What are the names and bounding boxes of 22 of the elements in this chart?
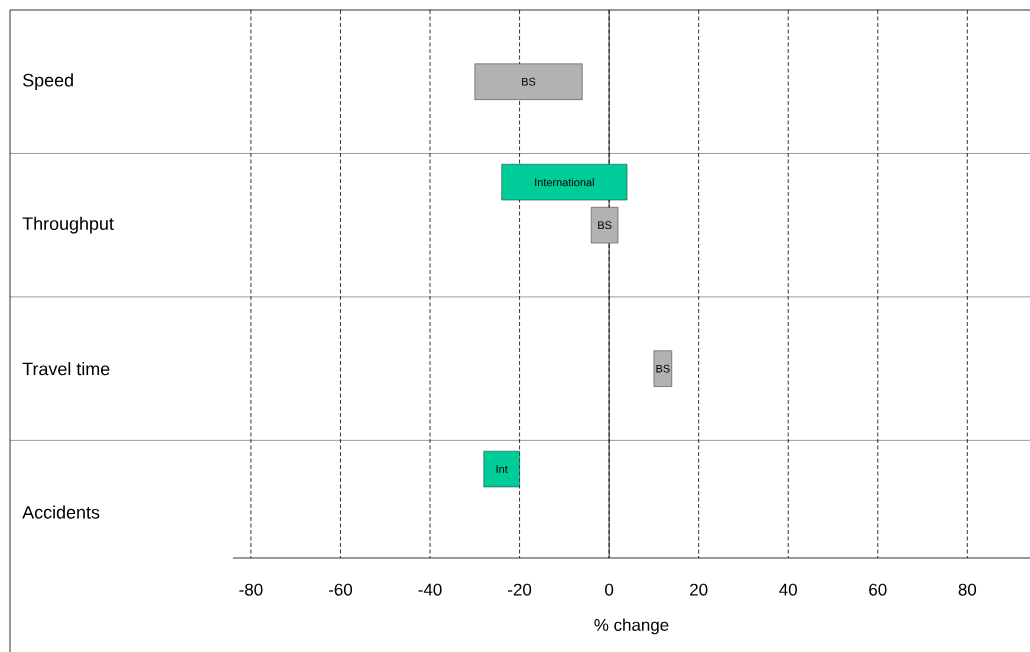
y-tick-label: Throughput (22, 216, 114, 234)
data-label: International (535, 178, 594, 187)
x-tick-label: 0 (605, 583, 614, 596)
x-tick-label: -20 (508, 583, 532, 596)
x-tick-label: -60 (328, 583, 353, 596)
data-label: BS (522, 77, 536, 86)
data-label: Int (496, 465, 508, 473)
x-tick-label: 80 (958, 583, 977, 596)
bar (653, 350, 672, 387)
y-tick-label: Travel time (22, 362, 110, 376)
x-tick-label: -40 (418, 583, 442, 596)
x-tick-label: 20 (690, 583, 708, 596)
bar (483, 450, 520, 488)
bar (474, 63, 583, 100)
y-tick-label: Speed (23, 73, 73, 91)
y-tick-label: Accidents (22, 505, 100, 519)
x-tick-label: -80 (239, 583, 263, 596)
data-label: BS (598, 221, 612, 230)
data-label: BS (656, 364, 670, 373)
x-tick-label: 40 (779, 583, 797, 596)
x-axis-title: % change (594, 618, 669, 635)
x-tick-label: 60 (869, 583, 887, 596)
